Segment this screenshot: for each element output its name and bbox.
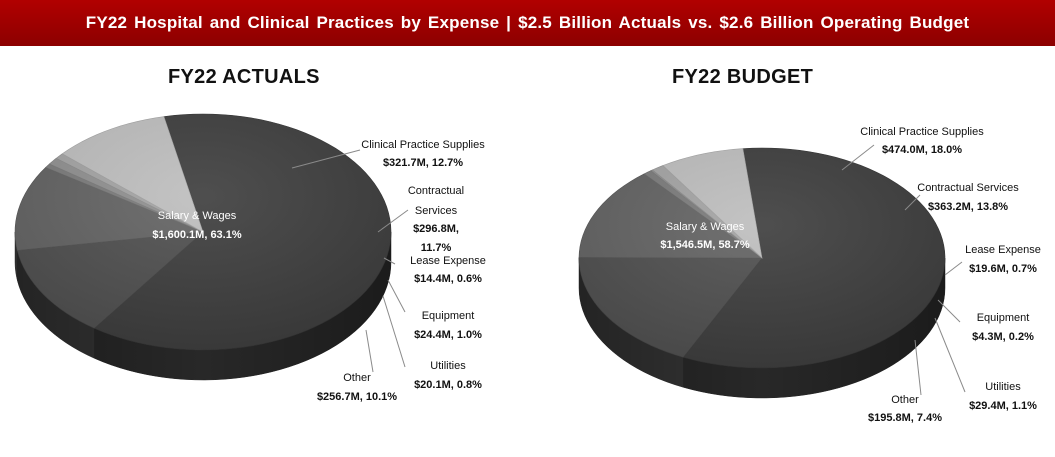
budget-leader-other <box>914 339 922 396</box>
banner-title: FY22 Hospital and Clinical Practices by … <box>85 13 970 32</box>
actuals-value-other: $256.7M, 10.1% <box>317 391 397 403</box>
actuals-label-contractual-services: Services <box>415 205 458 217</box>
actuals-label-equipment: Equipment <box>422 310 475 322</box>
actuals-leader-equipment <box>387 279 406 313</box>
budget-value-equipment: $4.3M, 0.2% <box>972 331 1034 343</box>
budget-leader-equipment <box>937 299 961 323</box>
actuals-leader-other <box>365 329 374 373</box>
budget-leader-utilities <box>934 317 966 393</box>
budget-value-lease-expense: $19.6M, 0.7% <box>969 263 1037 275</box>
budget-value-other: $195.8M, 7.4% <box>868 412 942 424</box>
report-banner: FY22 Hospital and Clinical Practices by … <box>0 0 1055 46</box>
actuals-pie-chart: Salary & Wages $1,600.1M, 63.1% Clinical P… <box>14 113 486 403</box>
budget-label-salary-and-wages: Salary & Wages <box>666 221 745 233</box>
actuals-leader-clinical-practice-supplies <box>291 149 361 169</box>
budget-leader-lease-expense <box>944 261 963 276</box>
actuals-value-contractual-services: 11.7% <box>421 242 452 254</box>
budget-label-utilities: Utilities <box>985 381 1021 393</box>
budget-leader-clinical-practice-supplies <box>841 144 875 171</box>
budget-pie-gloss <box>579 148 945 368</box>
budget-leader-contractual-services <box>904 194 921 211</box>
actuals-label-other: Other <box>343 372 371 384</box>
actuals-value-lease-expense: $14.4M, 0.6% <box>414 273 482 285</box>
actuals-leader-utilities <box>382 295 406 368</box>
actuals-value-equipment: $24.4M, 1.0% <box>414 329 482 341</box>
actuals-value-salary-and-wages: $1,600.1M, 63.1% <box>152 229 242 241</box>
actuals-value-utilities: $20.1M, 0.8% <box>414 379 482 391</box>
budget-label-contractual-services: Contractual Services <box>917 182 1019 194</box>
actuals-pie-labels: Salary & Wages $1,600.1M, 63.1% Clinical P… <box>152 139 486 403</box>
actuals-value-contractual-services: $296.8M, <box>413 223 459 235</box>
budget-label-equipment: Equipment <box>977 312 1030 324</box>
actuals-side-shading <box>15 232 391 380</box>
actuals-chart-title: FY22 ACTUALS <box>168 66 320 88</box>
budget-value-utilities: $29.4M, 1.1% <box>969 400 1037 412</box>
actuals-pie-gloss <box>15 114 391 350</box>
actuals-label-clinical-practice-supplies: Clinical Practice Supplies <box>361 139 485 151</box>
budget-pie-chart: Salary & Wages $1,546.5M, 58.7% Clinical P… <box>578 126 1041 424</box>
actuals-leader-contractual-services <box>377 209 409 233</box>
budget-label-clinical-practice-supplies: Clinical Practice Supplies <box>860 126 984 138</box>
actuals-value-clinical-practice-supplies: $321.7M, 12.7% <box>383 157 463 169</box>
budget-chart-title: FY22 BUDGET <box>672 66 814 88</box>
actuals-label-contractual-services: Contractual <box>408 185 464 197</box>
budget-value-clinical-practice-supplies: $474.0M, 18.0% <box>882 144 962 156</box>
budget-value-contractual-services: $363.2M, 13.8% <box>928 201 1008 213</box>
actuals-label-salary-and-wages: Salary & Wages <box>158 210 237 222</box>
actuals-label-utilities: Utilities <box>430 360 466 372</box>
actuals-label-lease-expense: Lease Expense <box>410 255 486 267</box>
budget-label-lease-expense: Lease Expense <box>965 244 1041 256</box>
budget-pie-labels: Salary & Wages $1,546.5M, 58.7% Clinical P… <box>660 126 1041 424</box>
budget-value-salary-and-wages: $1,546.5M, 58.7% <box>660 239 750 251</box>
budget-label-other: Other <box>891 394 919 406</box>
actuals-leader-lease-expense <box>383 257 396 265</box>
budget-side-shading <box>579 258 945 398</box>
